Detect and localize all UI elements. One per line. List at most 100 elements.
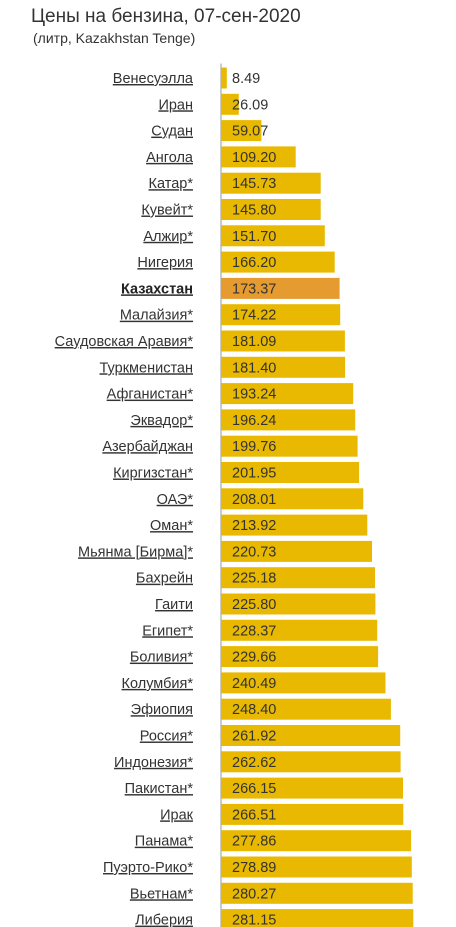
bar [221,725,401,746]
category-label[interactable]: Индонезия* [114,755,193,771]
category-label[interactable]: Мьянма [Бирма]* [78,544,193,560]
value-label: 145.73 [232,176,276,192]
value-label: 262.62 [232,755,276,771]
bar [221,356,346,378]
value-label: 261.92 [232,729,276,745]
bar [221,409,356,431]
bar [221,172,321,194]
bar [221,383,354,405]
value-label: 220.73 [232,544,276,560]
value-label: 278.89 [232,860,276,876]
bar [221,146,296,168]
bar [221,619,378,641]
bar [221,540,372,562]
category-label[interactable]: Гаити [155,597,193,613]
bar [221,751,401,773]
category-label[interactable]: Пуэрто-Рико* [103,860,193,876]
value-label: 174.22 [232,308,276,324]
value-label: 199.76 [232,439,276,455]
bar [221,488,364,510]
bar [221,435,358,457]
category-label[interactable]: Ирак [160,807,194,823]
category-label[interactable]: Боливия* [130,650,193,666]
category-label[interactable]: Азербайджан [102,439,193,455]
value-label: 208.01 [232,492,276,508]
bar [221,225,325,247]
category-label[interactable]: Пакистан* [125,781,194,797]
value-label: 281.15 [232,913,276,927]
category-label[interactable]: Эквадор* [130,413,193,429]
value-label: 145.80 [232,203,276,219]
category-label[interactable]: Судан [151,124,193,140]
bar-highlight [221,277,340,299]
category-label[interactable]: Малайзия* [120,308,194,324]
category-label[interactable]: Афганистан* [107,387,194,403]
value-label: 181.09 [232,334,276,350]
bar [221,304,341,326]
value-label: 240.49 [232,676,276,692]
category-label[interactable]: Нигерия [137,255,193,271]
chart-title: Цены на бензина, 07-сен-2020 [31,6,301,27]
value-label: 8.49 [232,71,260,87]
bar [221,830,412,852]
category-label[interactable]: Колумбия* [122,676,194,692]
category-label[interactable]: Эфиопия [131,702,193,718]
bar [221,199,321,220]
category-label[interactable]: Россия* [140,729,194,745]
value-label: 266.51 [232,807,276,823]
bar [221,330,345,352]
bar [221,514,368,536]
bar [221,672,386,694]
category-label[interactable]: Катар* [149,176,194,192]
value-label: 280.27 [232,886,276,902]
bar [221,698,391,720]
category-label[interactable]: Алжир* [143,229,193,245]
value-label: 266.15 [232,781,276,797]
bar [221,93,239,115]
value-label: 26.09 [232,97,268,113]
bar [221,120,262,142]
bar [221,882,413,904]
value-label: 181.40 [232,360,276,376]
category-label[interactable]: ОАЭ* [157,492,194,508]
value-label: 173.37 [232,281,276,297]
category-label[interactable]: Саудовская Аравия* [55,334,194,350]
bar [221,777,403,799]
bar [221,856,412,878]
bar [221,462,360,483]
value-label: 196.24 [232,413,276,429]
category-label[interactable]: Иран [158,97,193,113]
bar [221,803,404,825]
bar [221,593,376,615]
category-label[interactable]: Либерия [135,913,193,927]
value-label: 109.20 [232,150,276,166]
bar [221,251,335,273]
bar [221,909,414,927]
value-label: 225.18 [232,571,276,587]
bar [221,646,379,668]
value-label: 59.07 [232,124,268,140]
chart-subtitle: (литр, Kazakhstan Tenge) [33,30,196,46]
category-label[interactable]: Кувейт* [141,203,193,219]
value-label: 213.92 [232,518,276,534]
value-label: 193.24 [232,387,276,403]
category-label[interactable]: Оман* [150,518,193,534]
category-label[interactable]: Египет* [142,623,193,639]
value-label: 229.66 [232,650,276,666]
category-label[interactable]: Панама* [135,834,194,850]
value-label: 201.95 [232,466,276,482]
category-label[interactable]: Вьетнам* [130,886,193,902]
category-label[interactable]: Казахстан [121,281,193,297]
value-label: 248.40 [232,702,276,718]
category-label[interactable]: Киргизстан* [113,466,193,482]
value-label: 166.20 [232,255,276,271]
category-label[interactable]: Венесуэлла [113,71,194,87]
category-label[interactable]: Бахрейн [136,571,193,587]
value-label: 225.80 [232,597,276,613]
bar [221,67,227,89]
category-label[interactable]: Туркменистан [100,360,193,376]
bar [221,567,375,589]
category-label[interactable]: Ангола [146,150,194,166]
value-label: 228.37 [232,623,276,639]
